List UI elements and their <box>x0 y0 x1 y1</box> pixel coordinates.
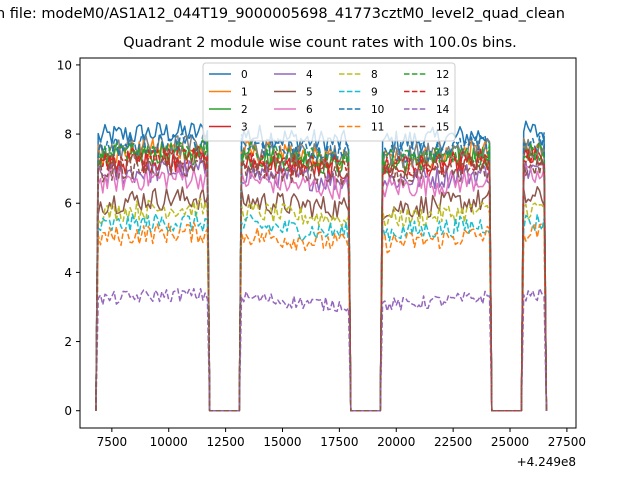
y-tick-label: 2 <box>64 335 72 349</box>
series-line-12 <box>95 139 548 412</box>
series-line-3 <box>95 147 548 412</box>
legend-label-7: 7 <box>306 122 313 134</box>
x-tick-label: 10000 <box>150 435 188 449</box>
series-line-10 <box>95 131 548 412</box>
legend-label-9: 9 <box>371 87 378 99</box>
y-tick-label: 8 <box>64 128 72 142</box>
legend-label-3: 3 <box>241 122 248 134</box>
legend-label-14: 14 <box>436 104 450 116</box>
x-tick-label: 22500 <box>434 435 472 449</box>
series-line-11 <box>95 221 548 412</box>
series-line-7 <box>95 134 548 412</box>
legend-label-2: 2 <box>241 104 248 116</box>
figure-suptitle: n file: modeM0/AS1A12_044T19_9000005698_… <box>0 6 565 22</box>
y-tick-label: 6 <box>64 197 72 211</box>
legend-label-12: 12 <box>436 69 449 81</box>
legend-label-6: 6 <box>306 104 313 116</box>
legend-label-1: 1 <box>241 87 248 99</box>
x-tick-label: 17500 <box>320 435 358 449</box>
legend-label-10: 10 <box>371 104 384 116</box>
y-tick-label: 0 <box>64 404 72 418</box>
legend-label-13: 13 <box>436 87 449 99</box>
x-tick-label: 20000 <box>377 435 415 449</box>
legend-label-4: 4 <box>306 69 313 81</box>
legend-label-0: 0 <box>241 69 248 81</box>
series-line-8 <box>95 197 548 412</box>
x-tick-label: 15000 <box>263 435 301 449</box>
series-line-9 <box>95 211 548 412</box>
x-tick-label: 27500 <box>548 435 586 449</box>
y-tick-label: 10 <box>57 58 72 72</box>
chart-title: Quadrant 2 module wise count rates with … <box>123 35 517 51</box>
series-line-13 <box>95 145 548 412</box>
legend-label-5: 5 <box>306 87 313 99</box>
x-tick-label: 12500 <box>207 435 245 449</box>
y-tick-label: 4 <box>64 266 72 280</box>
x-tick-label: 7500 <box>97 435 128 449</box>
series-line-15 <box>95 156 548 412</box>
x-offset-text: +4.249e8 <box>517 455 576 469</box>
legend-box <box>202 62 456 142</box>
series-line-14 <box>95 287 548 412</box>
legend-label-15: 15 <box>436 122 449 134</box>
series-line-5 <box>95 186 548 412</box>
x-tick-label: 25000 <box>491 435 529 449</box>
plot-frame <box>79 57 577 429</box>
legend-label-11: 11 <box>371 122 384 134</box>
legend-label-8: 8 <box>371 69 378 81</box>
series-line-6 <box>95 165 548 412</box>
